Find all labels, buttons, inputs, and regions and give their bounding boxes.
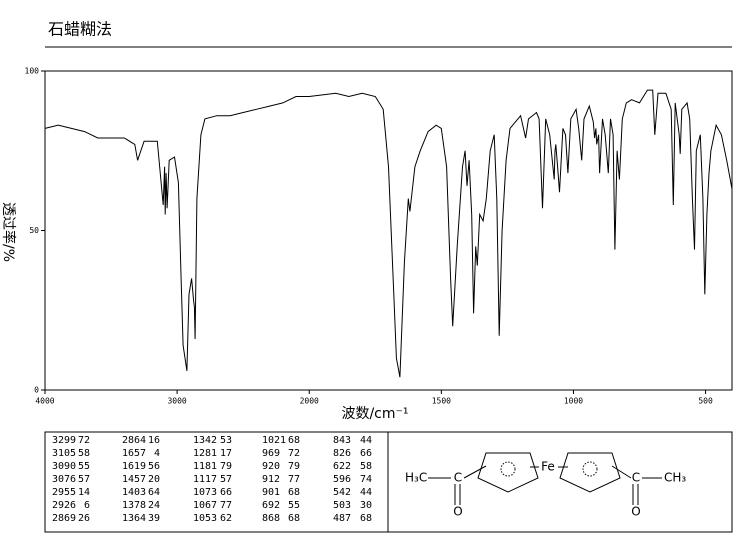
peak-wavenumber: 1657 <box>122 448 146 459</box>
x-tick-label: 4000 <box>35 397 54 406</box>
atom-label: C <box>632 471 640 485</box>
peak-transmittance: 56 <box>148 461 160 472</box>
peak-transmittance: 30 <box>360 500 372 511</box>
peak-wavenumber: 1073 <box>193 487 217 498</box>
peak-wavenumber: 1181 <box>193 461 217 472</box>
peak-transmittance: 4 <box>154 448 160 459</box>
peak-wavenumber: 2926 <box>52 500 76 511</box>
peak-wavenumber: 3299 <box>52 435 76 446</box>
y-tick-label: 0 <box>34 386 39 395</box>
peak-wavenumber: 3105 <box>52 448 76 459</box>
peak-wavenumber: 622 <box>333 461 351 472</box>
peak-wavenumber: 2955 <box>52 487 76 498</box>
peak-transmittance: 58 <box>78 448 90 459</box>
peak-transmittance: 66 <box>220 487 232 498</box>
spectrum-line <box>44 89 733 378</box>
x-tick-label: 3000 <box>167 397 186 406</box>
peak-wavenumber: 3076 <box>52 474 76 485</box>
peak-wavenumber: 1281 <box>193 448 217 459</box>
peak-transmittance: 68 <box>288 435 300 446</box>
peak-transmittance: 74 <box>360 474 372 485</box>
atom-label: Fe <box>541 460 555 474</box>
peak-wavenumber: 2864 <box>122 435 146 446</box>
peak-wavenumber: 868 <box>262 513 280 524</box>
peak-wavenumber: 1117 <box>193 474 217 485</box>
peak-transmittance: 68 <box>360 513 372 524</box>
peak-wavenumber: 542 <box>333 487 351 498</box>
peak-transmittance: 53 <box>220 435 232 446</box>
peak-wavenumber: 1619 <box>122 461 146 472</box>
peak-wavenumber: 1364 <box>122 513 146 524</box>
peak-wavenumber: 843 <box>333 435 351 446</box>
peak-transmittance: 26 <box>78 513 90 524</box>
y-axis-label: 透过率/% <box>0 202 17 262</box>
peak-transmittance: 39 <box>148 513 160 524</box>
peak-transmittance: 77 <box>288 474 300 485</box>
peak-wavenumber: 920 <box>262 461 280 472</box>
peak-wavenumber: 1457 <box>122 474 146 485</box>
x-tick-label: 2000 <box>300 397 319 406</box>
peak-wavenumber: 1342 <box>193 435 217 446</box>
peak-transmittance: 68 <box>288 487 300 498</box>
peak-wavenumber: 596 <box>333 474 351 485</box>
plot-frame <box>44 70 733 391</box>
peak-wavenumber: 503 <box>333 500 351 511</box>
peak-transmittance: 14 <box>78 487 90 498</box>
peak-transmittance: 55 <box>78 461 90 472</box>
atom-label: H₃C <box>405 471 427 485</box>
peak-transmittance: 79 <box>220 461 232 472</box>
peak-wavenumber: 2869 <box>52 513 76 524</box>
peak-transmittance: 57 <box>220 474 232 485</box>
y-tick-label: 50 <box>29 226 39 235</box>
x-tick-label: 1000 <box>564 397 583 406</box>
peak-wavenumber: 1378 <box>122 500 146 511</box>
peak-transmittance: 20 <box>148 474 160 485</box>
atom-label: CH₃ <box>664 471 686 485</box>
peak-transmittance: 16 <box>148 435 160 446</box>
peak-transmittance: 58 <box>360 461 372 472</box>
peak-transmittance: 44 <box>360 435 372 446</box>
peak-transmittance: 57 <box>78 474 90 485</box>
peak-wavenumber: 1053 <box>193 513 217 524</box>
atom-label: O <box>453 505 462 519</box>
peak-wavenumber: 1021 <box>262 435 286 446</box>
peak-transmittance: 44 <box>360 487 372 498</box>
peak-wavenumber: 1067 <box>193 500 217 511</box>
chart-title: 石蜡糊法 <box>48 20 112 39</box>
peak-wavenumber: 487 <box>333 513 351 524</box>
peak-transmittance: 55 <box>288 500 300 511</box>
peak-wavenumber: 969 <box>262 448 280 459</box>
peak-transmittance: 72 <box>288 448 300 459</box>
peak-transmittance: 6 <box>84 500 90 511</box>
peak-transmittance: 17 <box>220 448 232 459</box>
y-tick-label: 100 <box>25 67 40 76</box>
structure-drawing <box>428 452 662 505</box>
peak-transmittance: 64 <box>148 487 160 498</box>
peak-transmittance: 66 <box>360 448 372 459</box>
peak-wavenumber: 912 <box>262 474 280 485</box>
peak-transmittance: 68 <box>288 513 300 524</box>
peak-transmittance: 77 <box>220 500 232 511</box>
peak-transmittance: 24 <box>148 500 160 511</box>
x-tick-label: 500 <box>698 397 713 406</box>
peak-transmittance: 62 <box>220 513 232 524</box>
peak-transmittance: 79 <box>288 461 300 472</box>
peak-wavenumber: 3090 <box>52 461 76 472</box>
x-tick-label: 1500 <box>432 397 451 406</box>
atom-label: C <box>454 471 462 485</box>
x-axis-label: 波数/cm⁻¹ <box>341 406 408 422</box>
peak-wavenumber: 901 <box>262 487 280 498</box>
peak-wavenumber: 1403 <box>122 487 146 498</box>
peak-transmittance: 72 <box>78 435 90 446</box>
peak-wavenumber: 692 <box>262 500 280 511</box>
peak-wavenumber: 826 <box>333 448 351 459</box>
atom-label: O <box>631 505 640 519</box>
